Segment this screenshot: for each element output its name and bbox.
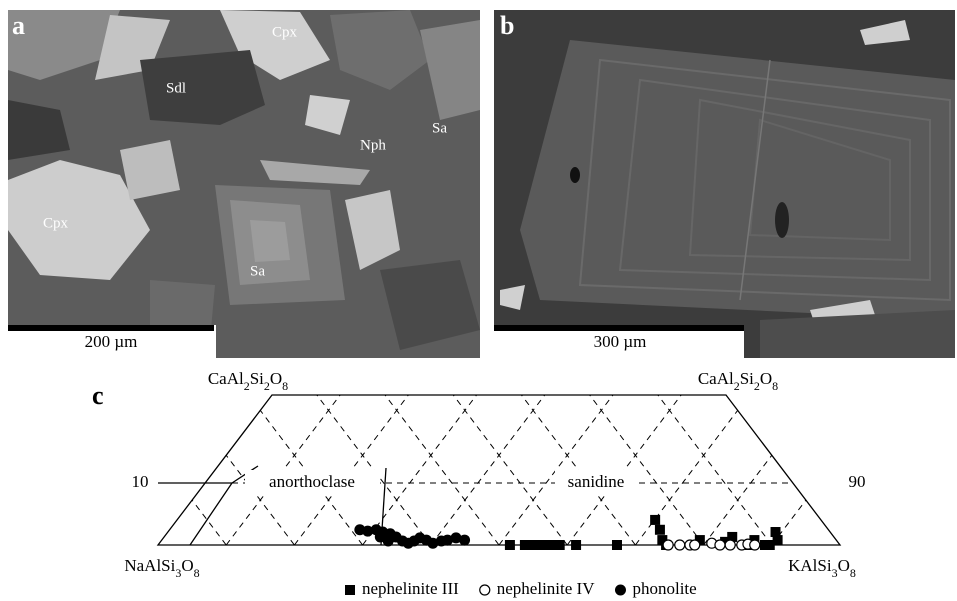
legend-marker	[615, 585, 626, 596]
point	[663, 540, 673, 550]
point	[750, 540, 760, 550]
point	[612, 540, 622, 550]
legend-marker	[480, 585, 490, 595]
scale-bar-label: 200 µm	[85, 332, 138, 351]
field-label: anorthoclase	[269, 472, 355, 491]
vertex-label: CaAl2Si2O8	[698, 369, 778, 393]
point	[459, 535, 470, 546]
point	[650, 515, 660, 525]
point	[383, 535, 394, 546]
legend-marker	[345, 585, 355, 595]
mineral-label: Nph	[360, 137, 386, 153]
field-boundary	[158, 483, 232, 545]
edge-label: 10	[132, 472, 149, 491]
panel-label: a	[12, 11, 25, 40]
micrograph-a: Cpx Sdl Sa Nph Cpx Sa 200 µm	[8, 10, 480, 358]
scale-bar-label: 300 µm	[594, 332, 647, 351]
edge-label: 90	[849, 472, 866, 491]
point	[655, 525, 665, 535]
vertex-label: CaAl2Si2O8	[208, 369, 288, 393]
point	[571, 540, 581, 550]
panel-label: c	[92, 381, 104, 410]
mineral-label: Cpx	[272, 24, 298, 40]
vertex-label: NaAlSi3O8	[124, 556, 199, 580]
point	[555, 540, 565, 550]
legend-label: phonolite	[632, 579, 696, 598]
point	[773, 535, 783, 545]
field-label: sanidine	[568, 472, 625, 491]
point	[675, 540, 685, 550]
point	[725, 540, 735, 550]
point	[715, 540, 725, 550]
legend-label: nephelinite IV	[497, 579, 595, 598]
mineral-label: Sa	[432, 120, 447, 136]
mineral-label: Sdl	[166, 80, 186, 96]
point	[505, 540, 515, 550]
legend-label: nephelinite III	[362, 579, 459, 598]
mineral-label: Sa	[250, 263, 265, 279]
panel-label: b	[500, 11, 514, 40]
vertex-label: KAlSi3O8	[788, 556, 856, 580]
figure: Cpx Sdl Sa Nph Cpx Sa 200 µm a 300 µm b …	[0, 0, 957, 601]
mineral-label: Cpx	[43, 215, 69, 231]
legend: nephelinite III nephelinite IV phonolite	[345, 579, 697, 598]
point	[690, 540, 700, 550]
micrograph-b: 300 µm	[494, 10, 955, 358]
